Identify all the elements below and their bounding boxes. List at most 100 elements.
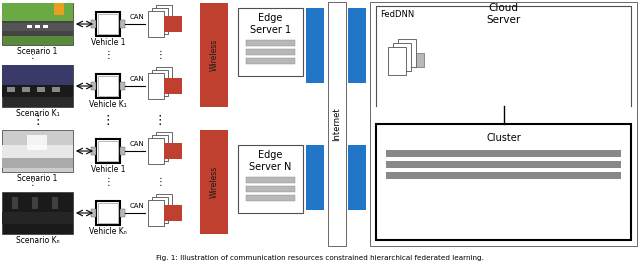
Text: Vehicle 1: Vehicle 1 bbox=[91, 38, 125, 47]
Bar bbox=[398, 39, 416, 67]
Bar bbox=[96, 74, 120, 98]
Bar bbox=[27, 25, 32, 28]
Bar bbox=[54, 3, 64, 15]
Bar bbox=[200, 3, 228, 107]
Bar bbox=[96, 201, 120, 225]
Text: CAN: CAN bbox=[130, 14, 145, 20]
Bar bbox=[12, 197, 18, 209]
Bar bbox=[386, 172, 621, 179]
Bar bbox=[52, 197, 58, 209]
Bar bbox=[148, 73, 164, 99]
Bar bbox=[27, 135, 47, 150]
Bar bbox=[91, 147, 96, 155]
Text: Wireless: Wireless bbox=[209, 166, 218, 198]
Bar bbox=[2, 23, 73, 31]
Bar bbox=[306, 8, 324, 83]
Bar bbox=[148, 200, 164, 226]
Bar bbox=[91, 82, 96, 90]
Text: Vehicle K₁: Vehicle K₁ bbox=[89, 99, 127, 109]
Text: ⋮: ⋮ bbox=[103, 177, 113, 187]
Bar bbox=[152, 8, 168, 34]
Bar bbox=[393, 43, 411, 71]
Text: ⋮: ⋮ bbox=[155, 50, 165, 60]
Bar bbox=[148, 138, 164, 164]
Bar bbox=[156, 132, 172, 158]
Bar bbox=[91, 20, 96, 28]
Bar bbox=[96, 12, 120, 36]
Bar bbox=[416, 53, 424, 67]
Text: CAN: CAN bbox=[130, 141, 145, 147]
Bar bbox=[388, 47, 406, 75]
Text: Edge
Server N: Edge Server N bbox=[250, 150, 292, 172]
Text: Scenario 1: Scenario 1 bbox=[17, 47, 58, 55]
Bar bbox=[52, 87, 60, 92]
Bar bbox=[2, 192, 73, 234]
Bar bbox=[156, 194, 172, 220]
Bar bbox=[164, 205, 182, 221]
Bar bbox=[98, 76, 118, 96]
Bar bbox=[156, 5, 172, 31]
Bar bbox=[164, 143, 182, 159]
Text: Cloud
Server: Cloud Server bbox=[486, 3, 520, 25]
Text: FedDNN: FedDNN bbox=[380, 10, 414, 18]
Text: Cluster: Cluster bbox=[486, 133, 521, 143]
Bar bbox=[2, 3, 73, 21]
Text: ⋮: ⋮ bbox=[31, 114, 44, 126]
Bar bbox=[386, 161, 621, 168]
Bar bbox=[43, 25, 48, 28]
Bar bbox=[370, 2, 637, 246]
Bar bbox=[152, 135, 168, 161]
Bar bbox=[2, 85, 73, 97]
Bar bbox=[306, 145, 324, 210]
Bar bbox=[32, 197, 38, 209]
Bar bbox=[376, 124, 631, 240]
Text: Internet: Internet bbox=[333, 107, 342, 141]
Bar bbox=[348, 8, 366, 83]
Bar bbox=[2, 212, 73, 224]
Bar bbox=[2, 21, 73, 36]
Text: Fig. 1: Illustration of communication resources constrained hierarchical federat: Fig. 1: Illustration of communication re… bbox=[156, 255, 484, 261]
Text: ⋮: ⋮ bbox=[28, 50, 37, 60]
Text: ⋮: ⋮ bbox=[154, 114, 166, 126]
Bar bbox=[148, 11, 164, 37]
Bar bbox=[246, 177, 295, 183]
Bar bbox=[152, 70, 168, 96]
Bar bbox=[22, 87, 30, 92]
Bar bbox=[2, 145, 73, 165]
Bar bbox=[37, 87, 45, 92]
Bar bbox=[98, 203, 118, 223]
Bar bbox=[152, 197, 168, 223]
Bar bbox=[2, 65, 73, 85]
Bar bbox=[246, 186, 295, 192]
Bar bbox=[2, 158, 73, 168]
Bar bbox=[386, 150, 621, 157]
Bar bbox=[246, 58, 295, 64]
Bar bbox=[246, 49, 295, 55]
Bar bbox=[120, 209, 125, 217]
Text: ⋮: ⋮ bbox=[28, 177, 37, 187]
Text: CAN: CAN bbox=[130, 203, 145, 209]
Bar bbox=[238, 8, 303, 76]
Bar bbox=[164, 16, 182, 32]
Bar bbox=[164, 78, 182, 94]
Text: Scenario K₁: Scenario K₁ bbox=[16, 109, 60, 117]
Text: ⋮: ⋮ bbox=[155, 177, 165, 187]
Bar bbox=[120, 20, 125, 28]
Bar bbox=[238, 145, 303, 213]
Bar bbox=[35, 25, 40, 28]
Bar bbox=[2, 65, 73, 107]
Bar bbox=[348, 145, 366, 210]
Bar bbox=[120, 82, 125, 90]
Bar bbox=[91, 209, 96, 217]
Bar bbox=[200, 130, 228, 234]
Text: Scenario Kₙ: Scenario Kₙ bbox=[16, 236, 60, 244]
Bar bbox=[2, 3, 73, 45]
Text: Edge
Server 1: Edge Server 1 bbox=[250, 13, 291, 35]
Bar bbox=[98, 141, 118, 161]
Text: Vehicle 1: Vehicle 1 bbox=[91, 165, 125, 173]
Text: CAN: CAN bbox=[130, 76, 145, 82]
Text: Wireless: Wireless bbox=[209, 39, 218, 71]
Text: ⋮: ⋮ bbox=[103, 50, 113, 60]
Bar bbox=[246, 195, 295, 201]
Bar bbox=[2, 130, 73, 172]
